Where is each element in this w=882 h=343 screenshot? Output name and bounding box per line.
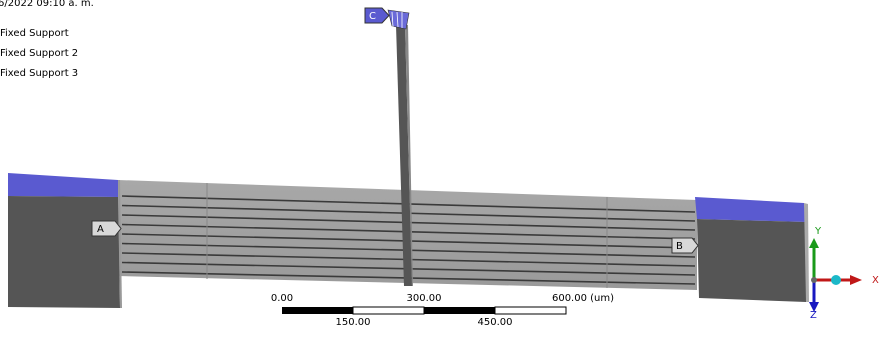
legend-item: Fixed Support 3 xyxy=(0,68,78,79)
axis-triad: Y X Z xyxy=(809,226,879,321)
viewport: 6/2022 09:10 a. m. Fixed Support Fixed S… xyxy=(0,0,882,343)
marker-c: C xyxy=(365,8,389,23)
right-support xyxy=(695,197,809,302)
axis-label: Y xyxy=(814,226,822,237)
marker-label: B xyxy=(676,241,683,252)
legend-item: Fixed Support 2 xyxy=(0,48,78,59)
axis-label: X xyxy=(872,275,879,286)
marker-label: A xyxy=(97,224,104,235)
scale-label: 450.00 xyxy=(478,317,513,328)
scale-label: 300.00 xyxy=(407,293,442,304)
page: 6/2022 09:10 a. m. Fixed Support Fixed S… xyxy=(0,0,882,343)
scale-label: 0.00 xyxy=(271,293,293,304)
marker-b: B xyxy=(672,238,698,253)
marker-label: C xyxy=(369,11,376,22)
scale-label: 150.00 xyxy=(336,317,371,328)
scale-label: 600.00 (um) xyxy=(552,293,614,304)
left-support xyxy=(8,173,122,308)
timestamp: 6/2022 09:10 a. m. xyxy=(0,0,94,9)
legend-item: Fixed Support xyxy=(0,28,69,39)
marker-a: A xyxy=(92,221,121,236)
axis-label: Z xyxy=(810,310,817,321)
scale-bar: 0.00 300.00 600.00 (um) 150.00 450.00 xyxy=(271,293,614,328)
